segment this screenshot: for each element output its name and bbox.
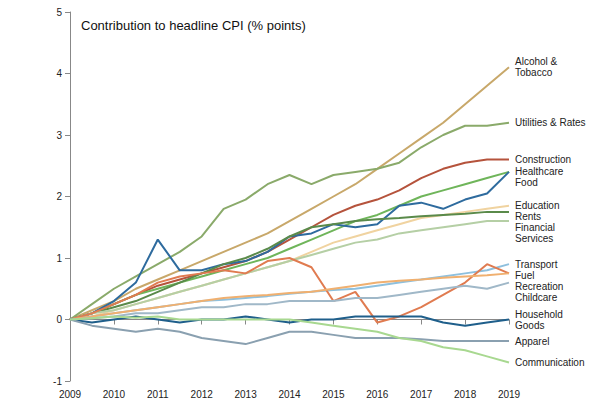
svg-text:5: 5 [56, 7, 62, 18]
svg-text:2012: 2012 [191, 389, 214, 400]
svg-text:Education: Education [515, 200, 559, 211]
svg-text:Utilities & Rates: Utilities & Rates [515, 117, 586, 128]
svg-text:3: 3 [56, 130, 62, 141]
svg-text:Goods: Goods [515, 320, 544, 331]
svg-text:Apparel: Apparel [515, 336, 549, 347]
svg-text:Tobacco: Tobacco [515, 67, 553, 78]
svg-text:Contribution to headline CPI (: Contribution to headline CPI (% points) [81, 18, 306, 33]
svg-text:Fuel: Fuel [515, 270, 534, 281]
svg-text:1: 1 [56, 253, 62, 264]
svg-text:Food: Food [515, 177, 538, 188]
svg-text:2013: 2013 [234, 389, 257, 400]
svg-text:Childcare: Childcare [515, 292, 558, 303]
svg-text:Recreation: Recreation [515, 281, 563, 292]
svg-text:Financial: Financial [515, 222, 558, 233]
svg-text:2009: 2009 [59, 389, 82, 400]
svg-text:2018: 2018 [454, 389, 477, 400]
svg-text:2011: 2011 [147, 389, 169, 400]
svg-text:0: 0 [56, 314, 62, 325]
svg-text:2016: 2016 [366, 389, 389, 400]
svg-text:2015: 2015 [322, 389, 345, 400]
svg-text:2014: 2014 [278, 389, 301, 400]
svg-text:2: 2 [56, 191, 62, 202]
svg-text:2017: 2017 [410, 389, 433, 400]
svg-text:4: 4 [56, 68, 62, 79]
svg-text:2010: 2010 [103, 389, 126, 400]
svg-text:Healthcare: Healthcare [515, 166, 564, 177]
svg-text:-1: -1 [53, 376, 62, 387]
svg-text:Rents: Rents [515, 211, 541, 222]
svg-text:2019: 2019 [498, 389, 521, 400]
svg-text:Communication: Communication [515, 357, 584, 368]
svg-text:Alcohol &: Alcohol & [515, 56, 560, 67]
svg-text:Household: Household [515, 309, 566, 320]
svg-text:Services: Services [515, 233, 553, 244]
svg-text:Construction: Construction [515, 154, 571, 165]
svg-text:Transport: Transport [515, 259, 558, 270]
